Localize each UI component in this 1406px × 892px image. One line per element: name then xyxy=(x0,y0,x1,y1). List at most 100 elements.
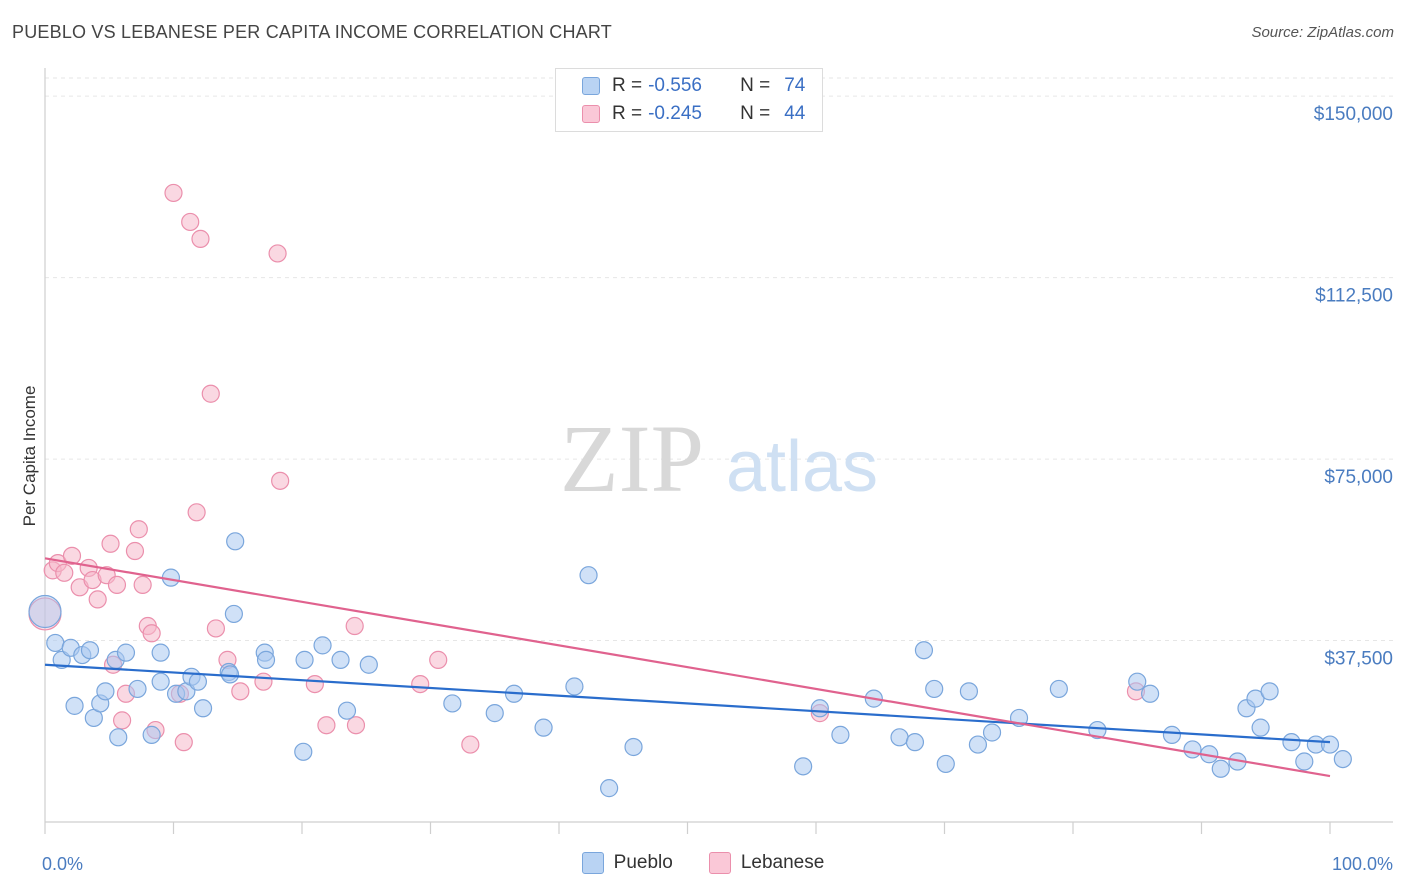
pueblo-point xyxy=(890,728,909,747)
watermark-atlas: atlas xyxy=(726,427,878,507)
y-tick-label: $150,000 xyxy=(1314,104,1393,125)
lebanese-point xyxy=(181,212,200,232)
pueblo-point xyxy=(1183,740,1202,759)
pueblo-points xyxy=(28,532,1352,798)
pueblo-point xyxy=(1295,752,1314,771)
x-tick-labels: 0.0% 100.0% xyxy=(42,854,1393,874)
pueblo-point xyxy=(1162,725,1182,744)
pueblo-point xyxy=(443,694,462,713)
pueblo-point xyxy=(579,566,598,585)
pueblo-point xyxy=(142,725,161,744)
legend-n-label: N = xyxy=(740,75,771,96)
chart-title: PUEBLO VS LEBANESE PER CAPITA INCOME COR… xyxy=(12,22,612,42)
watermark: ZIP atlas xyxy=(560,405,878,512)
legend-row-pueblo: R = -0.556 N = 74 xyxy=(582,73,805,99)
pueblo-point xyxy=(188,672,208,691)
lebanese-point xyxy=(411,674,430,694)
y-axis-label: Per Capita Income xyxy=(20,386,39,527)
pueblo-point xyxy=(914,641,934,660)
legend-r-value: -0.245 xyxy=(648,103,702,124)
lebanese-point xyxy=(231,682,250,701)
pueblo-point xyxy=(256,650,276,669)
lebanese-trend-line xyxy=(44,557,1331,778)
pueblo-point xyxy=(313,636,332,655)
trend-lines xyxy=(44,557,1331,778)
legend-label-lebanese: Lebanese xyxy=(740,852,825,873)
pueblo-point xyxy=(925,679,944,699)
lebanese-point xyxy=(206,619,226,638)
pueblo-point xyxy=(1333,749,1352,769)
pueblo-point xyxy=(337,701,357,720)
pueblo-point xyxy=(96,682,115,701)
legend-r-label: R = xyxy=(612,103,643,124)
pueblo-point xyxy=(1211,759,1230,778)
pueblo-point xyxy=(294,742,313,761)
lebanese-point xyxy=(142,624,161,643)
lebanese-point xyxy=(254,672,273,691)
source-label: Source: ZipAtlas.com xyxy=(1251,24,1394,41)
pueblo-point xyxy=(1251,718,1270,737)
legend-item-pueblo: Pueblo xyxy=(581,852,673,874)
lebanese-point xyxy=(201,384,220,403)
pueblo-point xyxy=(982,723,1002,742)
legend-n-label: N = xyxy=(740,103,771,124)
pueblo-point xyxy=(1260,682,1279,701)
pueblo-point xyxy=(52,650,71,669)
lebanese-point xyxy=(112,711,132,730)
y-tick-labels: $37,500 $75,000 $112,500 $150,000 xyxy=(1314,104,1393,669)
lebanese-point xyxy=(174,733,193,752)
legend-label-pueblo: Pueblo xyxy=(613,852,673,873)
lebanese-point xyxy=(187,503,206,522)
y-tick-label: $75,000 xyxy=(1324,467,1393,488)
pueblo-point xyxy=(1320,735,1340,754)
pueblo-point xyxy=(295,650,314,669)
pueblo-point xyxy=(28,594,62,629)
pueblo-point xyxy=(810,699,829,718)
pueblo-point xyxy=(534,718,553,737)
pueblo-point xyxy=(565,677,584,696)
lebanese-point xyxy=(429,650,448,669)
stats-legend: R = -0.556 N = 74 R = -0.245 N = 44 xyxy=(555,68,823,132)
x-tick-label: 0.0% xyxy=(42,854,83,874)
pueblo-point xyxy=(46,633,65,653)
lebanese-point xyxy=(107,575,127,594)
lebanese-point xyxy=(164,183,183,203)
legend-n-value: 74 xyxy=(784,75,806,96)
pueblo-point xyxy=(151,643,170,662)
lebanese-point xyxy=(461,735,480,754)
lebanese-point xyxy=(129,520,148,539)
pueblo-point xyxy=(224,604,243,624)
pueblo-point xyxy=(1282,733,1301,752)
pueblo-point xyxy=(624,737,643,757)
lebanese-point xyxy=(346,716,366,735)
axes xyxy=(44,68,1393,834)
x-tick-label: 100.0% xyxy=(1332,854,1393,874)
pueblo-legend-swatch xyxy=(581,852,604,874)
pueblo-point xyxy=(226,532,245,551)
lebanese-legend-swatch xyxy=(708,852,731,874)
pueblo-point xyxy=(1246,689,1265,708)
lebanese-point xyxy=(125,541,145,561)
pueblo-point xyxy=(109,728,128,747)
pueblo-point xyxy=(116,643,136,662)
pueblo-point xyxy=(1088,720,1107,740)
lebanese-point xyxy=(88,590,107,609)
lebanese-point xyxy=(268,244,287,263)
y-tick-label: $37,500 xyxy=(1324,649,1393,670)
legend-item-lebanese: Lebanese xyxy=(708,852,825,874)
lebanese-swatch xyxy=(582,105,600,123)
pueblo-point xyxy=(1049,679,1068,699)
pueblo-trend-line xyxy=(44,663,1331,744)
lebanese-point xyxy=(191,229,210,248)
pueblo-point xyxy=(794,757,813,776)
pueblo-point xyxy=(65,696,84,715)
lebanese-point xyxy=(345,616,364,636)
series-legend: Pueblo Lebanese xyxy=(0,852,1406,874)
pueblo-point xyxy=(600,779,619,798)
pueblo-point xyxy=(151,672,170,691)
pueblo-point xyxy=(936,754,955,774)
legend-r-label: R = xyxy=(612,75,643,96)
pueblo-swatch xyxy=(582,77,600,95)
pueblo-point xyxy=(80,641,100,660)
